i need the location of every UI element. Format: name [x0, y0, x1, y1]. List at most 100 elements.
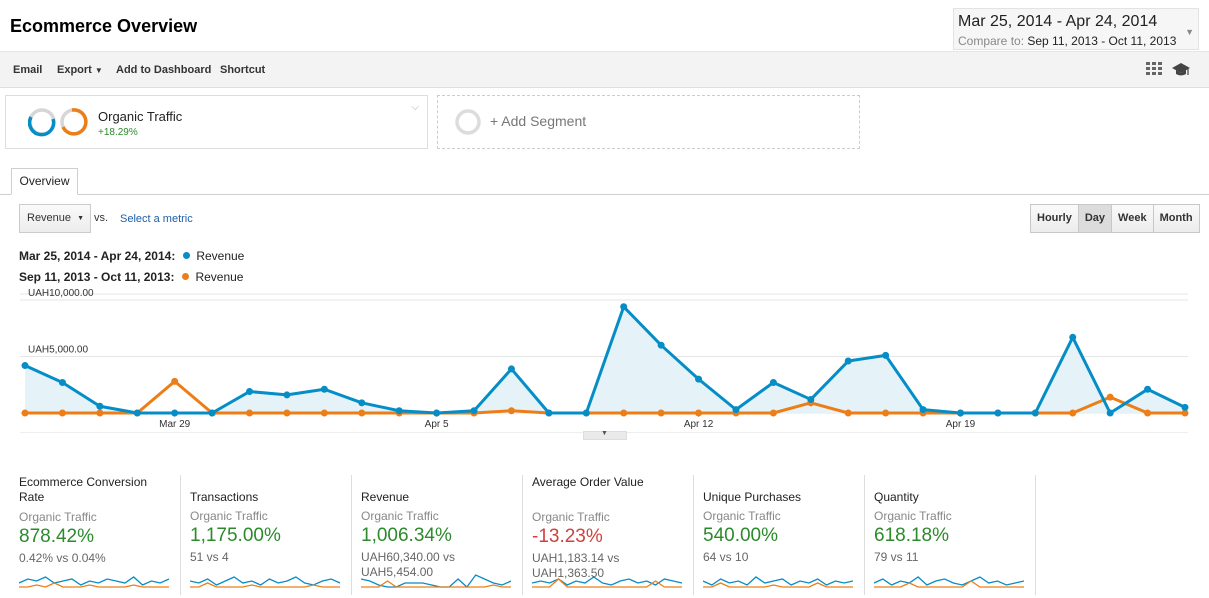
shortcut-button[interactable]: Shortcut — [220, 64, 266, 76]
day-button[interactable]: Day — [1077, 205, 1112, 232]
date-range-label: Mar 25, 2014 - Apr 24, 2014 — [958, 13, 1158, 30]
scorecard-value: -13.23% — [532, 526, 603, 547]
data-point-previous — [882, 409, 890, 417]
data-point-current — [320, 385, 328, 393]
empty-ring-icon — [455, 109, 481, 135]
legend-current: Mar 25, 2014 - Apr 24, 2014: Revenue — [19, 249, 244, 263]
tab-overview[interactable]: Overview — [11, 168, 78, 195]
data-point-previous — [507, 407, 515, 415]
sparkline — [703, 576, 853, 588]
metric-selected-label: Revenue — [27, 212, 72, 224]
legend-current-series: Revenue — [196, 249, 245, 263]
data-point-current — [994, 409, 1002, 417]
data-point-current — [956, 409, 964, 417]
add-to-dashboard-button[interactable]: Add to Dashboard — [116, 64, 212, 76]
scorecard[interactable]: Transactions Organic Traffic 1,175.00% 51 v… — [181, 475, 352, 595]
data-point-previous — [171, 377, 179, 385]
scorecard[interactable]: Ecommerce Conversion Rate Organic Traffic… — [10, 475, 181, 595]
data-point-current — [1106, 409, 1114, 417]
data-point-current — [1144, 385, 1152, 393]
sparkline-previous — [190, 582, 340, 588]
data-point-current — [470, 407, 478, 415]
scorecard-segment: Organic Traffic — [190, 509, 268, 523]
chevron-down-icon[interactable]: ⌵ — [411, 102, 419, 113]
scorecard-detail: UAH60,340.00 vs — [361, 550, 456, 564]
scorecard-label: Revenue — [361, 490, 410, 504]
data-point-previous — [58, 409, 66, 417]
data-point-current — [283, 391, 291, 399]
month-button[interactable]: Month — [1152, 205, 1199, 232]
segment-change: +18.29% — [98, 127, 138, 138]
data-point-current — [246, 388, 254, 396]
data-point-current — [545, 409, 553, 417]
legend-previous-range: Sep 11, 2013 - Oct 11, 2013: — [19, 270, 175, 284]
grid-view-icon[interactable] — [1145, 60, 1165, 80]
data-point-current — [1181, 403, 1189, 411]
legend-previous: Sep 11, 2013 - Oct 11, 2013: Revenue — [19, 270, 243, 284]
scorecard[interactable]: Revenue Organic Traffic 1,006.34% UAH60,340… — [352, 475, 523, 595]
email-button[interactable]: Email — [13, 64, 43, 76]
scorecard-segment: Organic Traffic — [361, 509, 439, 523]
scorecard-label: Ecommerce Conversion Rate — [19, 475, 148, 504]
scorecard-value: 540.00% — [703, 525, 779, 546]
sparkline-current — [874, 576, 1024, 586]
select-metric-link[interactable]: Select a metric — [120, 213, 193, 225]
data-point-previous — [620, 409, 628, 417]
data-point-previous — [1181, 409, 1189, 417]
data-point-previous — [844, 409, 852, 417]
page-title: Ecommerce Overview — [10, 16, 198, 36]
scorecard-detail: 79 vs 11 — [874, 550, 919, 564]
scorecard-segment: Organic Traffic — [874, 509, 952, 523]
vs-label: vs. — [94, 212, 109, 224]
scorecard-value: 1,175.00% — [190, 525, 281, 546]
chart-collapse-toggle[interactable]: ▼ — [583, 430, 627, 440]
date-range-picker[interactable]: Mar 25, 2014 - Apr 24, 2014 Compare to: … — [953, 8, 1199, 50]
add-segment-label: + Add Segment — [490, 113, 587, 129]
hourly-button[interactable]: Hourly — [1031, 205, 1078, 232]
y-tick-label: UAH5,000.00 — [28, 345, 88, 356]
chevron-down-icon: ▼ — [1185, 27, 1194, 37]
caret-down-icon: ▼ — [77, 215, 84, 222]
add-segment-button[interactable]: + Add Segment — [437, 95, 860, 149]
compare-range-value: Sep 11, 2013 - Oct 11, 2013 — [1027, 34, 1177, 48]
sparkline — [19, 576, 169, 588]
scorecard[interactable]: Quantity Organic Traffic 618.18% 79 vs 11 — [865, 475, 1036, 595]
scorecard[interactable]: Average Order Value Organic Traffic -13.23… — [523, 475, 694, 595]
scorecard-segment: Organic Traffic — [703, 509, 781, 523]
metric-select[interactable]: Revenue ▼ — [19, 204, 91, 233]
data-point-current — [171, 409, 179, 417]
data-point-previous — [358, 409, 366, 417]
legend-current-range: Mar 25, 2014 - Apr 24, 2014: — [19, 249, 176, 263]
series-line-current — [24, 305, 1186, 415]
data-point-current — [96, 402, 104, 410]
segment-name: Organic Traffic — [98, 109, 183, 124]
segment-organic-traffic[interactable]: Organic Traffic +18.29% ⌵ — [5, 95, 428, 149]
revenue-line-chart[interactable]: UAH10,000.00 UAH5,000.00 Mar 29 Apr 5 Apr 12… — [0, 288, 1209, 433]
data-point-current — [732, 406, 740, 414]
data-point-current — [844, 357, 852, 365]
sparkline — [190, 576, 340, 588]
export-label: Export — [57, 64, 92, 76]
tab-divider — [0, 194, 1209, 195]
scorecard-label: Unique Purchases — [703, 490, 802, 504]
sparkline-previous — [361, 580, 511, 588]
data-point-current — [620, 303, 628, 311]
report-toolbar: Email Export ▼ Add to Dashboard Shortcut — [0, 52, 1209, 88]
data-point-previous — [1144, 409, 1152, 417]
export-menu[interactable]: Export ▼ — [57, 64, 103, 76]
scorecard-value: 618.18% — [874, 525, 950, 546]
graduation-cap-icon[interactable] — [1171, 60, 1191, 80]
data-point-current — [769, 378, 777, 386]
data-point-current — [208, 409, 216, 417]
scorecard-detail: 0.42% vs 0.04% — [19, 551, 106, 565]
scorecard[interactable]: Unique Purchases Organic Traffic 540.00% 64… — [694, 475, 865, 595]
page-header: Ecommerce Overview Mar 25, 2014 - Apr 24… — [0, 0, 1209, 52]
scorecard-segment: Organic Traffic — [532, 510, 610, 524]
compare-label: Compare to: — [958, 34, 1025, 48]
data-point-previous — [1106, 393, 1114, 401]
data-point-previous — [320, 409, 328, 417]
data-point-current — [657, 341, 665, 349]
legend-previous-series: Revenue — [195, 270, 244, 284]
week-button[interactable]: Week — [1111, 205, 1153, 232]
legend-previous-dot — [182, 273, 190, 280]
